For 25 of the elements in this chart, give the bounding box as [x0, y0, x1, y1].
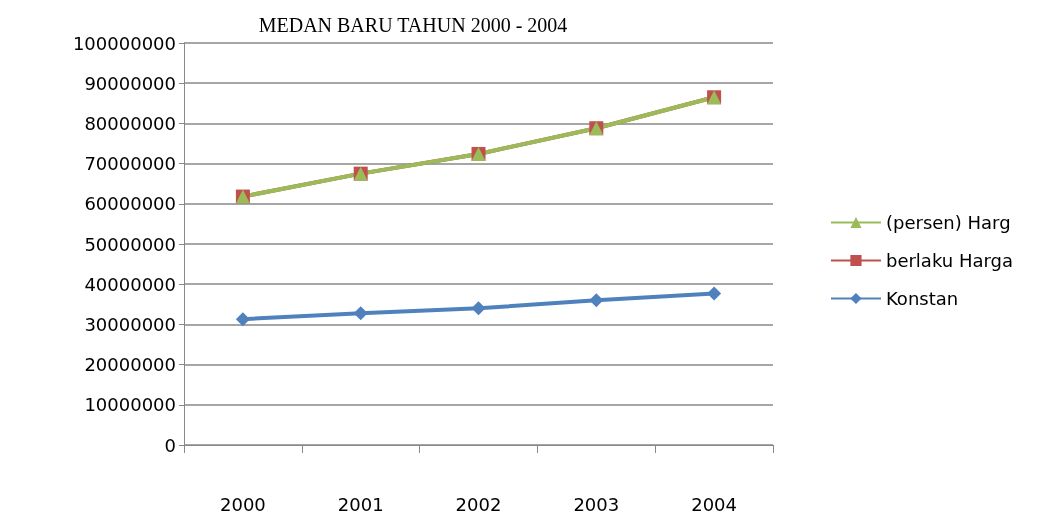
point — [471, 301, 486, 316]
point — [353, 306, 368, 321]
legend-label: berlaku Harga — [885, 250, 1014, 271]
point — [707, 286, 722, 301]
y-tick-label: 40000000 — [84, 273, 176, 295]
y-tick-label: 10000000 — [84, 394, 176, 416]
y-tick-label: 30000000 — [84, 313, 176, 335]
x-tick-label: 2004 — [691, 493, 738, 515]
legend-label: (persen) Harg — [885, 212, 1011, 233]
y-tick-label: 20000000 — [84, 354, 176, 376]
y-tick-label: 60000000 — [84, 193, 176, 215]
x-tick-label: 2003 — [573, 493, 620, 515]
x-tick-label: 2002 — [455, 493, 502, 515]
legend-label: Konstan — [885, 288, 959, 309]
y-tick-label: 0 — [164, 434, 176, 456]
y-tick-label: 50000000 — [84, 233, 176, 255]
x-tick-label: 2000 — [219, 493, 266, 515]
point — [589, 293, 604, 308]
y-tick-label: 80000000 — [84, 112, 176, 134]
y-tick-label: 70000000 — [84, 153, 176, 175]
y-tick-label: 100000000 — [72, 32, 176, 54]
chart-title: MEDAN BARU TAHUN 2000 - 2004 — [258, 14, 568, 36]
x-tick-label: 2001 — [337, 493, 384, 515]
point — [235, 312, 250, 327]
y-tick-label: 90000000 — [84, 72, 176, 94]
